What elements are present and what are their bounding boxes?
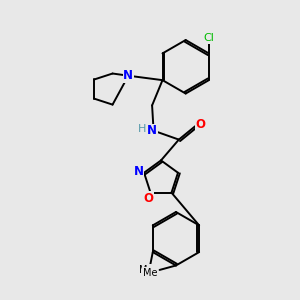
Text: N: N bbox=[123, 69, 133, 82]
Text: Me: Me bbox=[139, 265, 153, 275]
Text: N: N bbox=[147, 124, 157, 137]
Text: N: N bbox=[134, 165, 144, 178]
Text: Cl: Cl bbox=[203, 33, 214, 43]
Text: Me: Me bbox=[142, 268, 157, 278]
Text: O: O bbox=[143, 191, 153, 205]
Text: O: O bbox=[196, 118, 206, 131]
Text: H: H bbox=[138, 124, 146, 134]
